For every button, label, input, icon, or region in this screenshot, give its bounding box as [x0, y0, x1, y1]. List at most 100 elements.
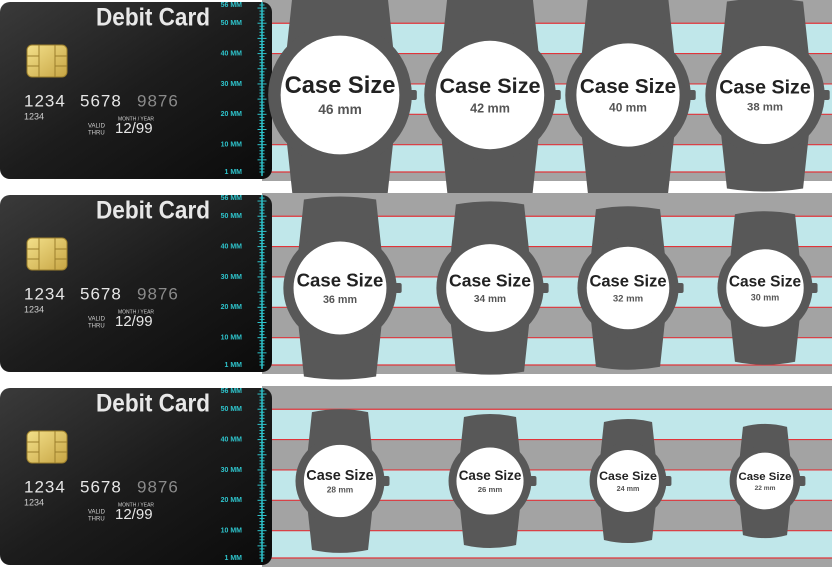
- watch-size: 28 mm: [327, 485, 354, 495]
- card-number: 5678: [80, 91, 122, 110]
- watch-size: 32 mm: [613, 293, 643, 304]
- card-expiry: 12/99: [115, 506, 153, 523]
- ruler-label: 56 MM: [221, 195, 243, 202]
- card-number: 5678: [80, 284, 122, 303]
- ruler-label: 10 MM: [221, 142, 243, 149]
- card-valid: VALID: [88, 510, 106, 516]
- card-valid: THRU: [88, 324, 105, 330]
- ruler-label: 20 MM: [221, 111, 243, 118]
- ruler-label: 10 MM: [221, 335, 243, 342]
- card-number: 1234: [24, 284, 66, 303]
- card-month-year: MONTH / YEAR: [118, 502, 154, 508]
- watch-dial: [576, 43, 680, 147]
- watch-size: 26 mm: [478, 485, 503, 494]
- ruler-label: 50 MM: [221, 213, 243, 220]
- watch-label: Case Size: [297, 269, 384, 290]
- card-valid: THRU: [88, 131, 105, 137]
- watch-dial: [726, 249, 804, 327]
- chip: [26, 44, 68, 78]
- watch-size: 40 mm: [609, 101, 647, 115]
- ruler-label: 1 MM: [225, 555, 243, 562]
- chip: [26, 237, 68, 271]
- card-title: Debit Card: [96, 390, 210, 418]
- watch-label: Case Size: [459, 468, 522, 483]
- watch-size: 22 mm: [755, 485, 776, 492]
- watch-size: 30 mm: [751, 292, 779, 302]
- watch-dial: [586, 246, 670, 330]
- watch-label: Case Size: [599, 469, 657, 483]
- watch-dial: [715, 45, 815, 145]
- card-number: 1234: [24, 477, 66, 496]
- ruler-label: 1 MM: [225, 169, 243, 176]
- watch-label: Case Size: [729, 274, 802, 291]
- watch-size: 46 mm: [318, 102, 362, 117]
- ruler-label: 56 MM: [221, 2, 243, 9]
- watch-dial: [435, 40, 545, 150]
- card-title: Debit Card: [96, 4, 210, 32]
- ruler-label: 56 MM: [221, 388, 243, 395]
- chip-lines: [27, 238, 67, 270]
- watch: Case Size 40 mm: [565, 0, 696, 197]
- watch-dial: [597, 450, 659, 512]
- watch-label: Case Size: [589, 273, 666, 291]
- ruler-label: 1 MM: [225, 362, 243, 369]
- ruler-label: 40 MM: [221, 243, 243, 250]
- watch: Case Size 46 mm: [268, 0, 417, 212]
- watch: Case Size 32 mm: [577, 206, 684, 370]
- watch-label: Case Size: [439, 73, 540, 98]
- card: [0, 2, 272, 179]
- watch: Case Size 34 mm: [436, 201, 549, 375]
- card: [0, 195, 272, 372]
- card-number: 9876: [137, 284, 179, 303]
- watch-size: 24 mm: [617, 485, 640, 493]
- card-small-number: 1234: [24, 304, 44, 314]
- watch-dial: [736, 452, 794, 510]
- ruler-label: 30 MM: [221, 467, 243, 474]
- card-expiry: 12/99: [115, 120, 153, 137]
- card-small-number: 1234: [24, 111, 44, 121]
- watch-size: 36 mm: [323, 294, 357, 306]
- card: [0, 388, 272, 565]
- card-expiry: 12/99: [115, 313, 153, 330]
- chip-lines: [27, 45, 67, 77]
- watch-dial: [446, 244, 534, 332]
- watch-label: Case Size: [449, 270, 531, 290]
- watch-size: 42 mm: [470, 101, 510, 115]
- watch-label: Case Size: [719, 76, 811, 98]
- watch-label: Case Size: [580, 75, 676, 98]
- ruler-label: 50 MM: [221, 406, 243, 413]
- watch: Case Size 36 mm: [283, 196, 402, 380]
- ruler-label: 20 MM: [221, 497, 243, 504]
- card-number: 1234: [24, 91, 66, 110]
- ruler-label: 40 MM: [221, 436, 243, 443]
- card-valid: VALID: [88, 317, 106, 323]
- watch-dial: [456, 447, 524, 515]
- card-title: Debit Card: [96, 197, 210, 225]
- watch-size: 38 mm: [747, 102, 783, 114]
- watch-dial: [303, 444, 377, 518]
- watch-dial: [293, 241, 387, 335]
- card-small-number: 1234: [24, 497, 44, 507]
- chip-lines: [27, 431, 67, 463]
- watch: Case Size 38 mm: [705, 0, 830, 192]
- card-number: 9876: [137, 477, 179, 496]
- ruler-label: 20 MM: [221, 304, 243, 311]
- watch-size: 34 mm: [474, 294, 506, 305]
- ruler-label: 40 MM: [221, 50, 243, 57]
- watch-label: Case Size: [285, 73, 396, 99]
- card-number: 5678: [80, 477, 122, 496]
- ruler-label: 30 MM: [221, 81, 243, 88]
- watch: Case Size 24 mm: [589, 418, 672, 544]
- ruler-label: 50 MM: [221, 20, 243, 27]
- card-month-year: MONTH / YEAR: [118, 116, 154, 122]
- watch: Case Size 22 mm: [729, 423, 806, 539]
- watch: Case Size 42 mm: [424, 0, 561, 202]
- watch-label: Case Size: [739, 471, 792, 483]
- watch-dial: [280, 35, 400, 155]
- card-month-year: MONTH / YEAR: [118, 309, 154, 315]
